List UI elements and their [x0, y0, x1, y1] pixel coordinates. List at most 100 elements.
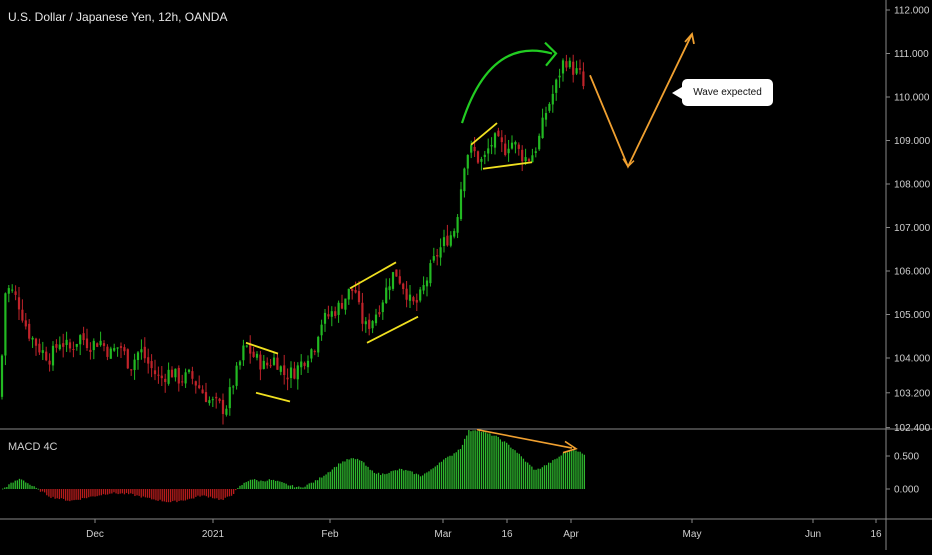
macd-bar — [390, 471, 392, 489]
candle-body — [106, 346, 109, 357]
candle-body — [334, 311, 337, 316]
candle-body — [306, 360, 310, 368]
macd-bar — [541, 467, 543, 489]
macd-bar — [436, 465, 438, 489]
candle-body — [381, 302, 384, 313]
macd-bar — [497, 436, 499, 489]
candle-body — [415, 299, 418, 303]
candle-body — [395, 269, 398, 277]
candle-body — [130, 369, 133, 371]
macd-bar — [392, 470, 394, 489]
green-curve-arrow — [460, 49, 553, 124]
macd-bar — [520, 456, 522, 489]
candle-body — [4, 293, 7, 356]
macd-bar — [18, 478, 21, 489]
macd-bar — [12, 482, 14, 489]
macd-bar — [50, 489, 52, 498]
chart-title: U.S. Dollar / Japanese Yen, 12h, OANDA — [8, 10, 228, 24]
macd-bar — [151, 489, 153, 500]
candle-body — [283, 365, 286, 376]
macd-bar — [193, 489, 195, 499]
macd-bar — [264, 481, 266, 489]
macd-bar — [466, 435, 468, 489]
time-tick-label: 2021 — [202, 529, 225, 540]
macd-bar — [205, 489, 207, 497]
candle-body — [459, 189, 463, 220]
candle-body — [153, 370, 157, 375]
macd-bar — [415, 473, 417, 489]
candle-body — [463, 168, 466, 192]
candle-body — [99, 340, 102, 346]
candle-body — [14, 291, 17, 295]
candle-body — [289, 367, 293, 379]
candle-body — [408, 294, 412, 301]
candle-body — [534, 151, 537, 153]
macd-bar — [230, 489, 233, 496]
macd-bar — [293, 487, 296, 489]
candle-body — [194, 381, 197, 386]
candle-body — [198, 385, 201, 389]
macd-bar — [401, 468, 403, 489]
macd-bar — [495, 435, 497, 489]
candle-body — [89, 349, 92, 353]
macd-bar — [132, 489, 134, 494]
time-tick-label: 16 — [870, 529, 882, 540]
candle-body — [174, 368, 177, 378]
macd-bar — [440, 461, 443, 489]
macd-bar — [461, 444, 464, 489]
macd-bar — [323, 475, 325, 489]
candle-body — [497, 130, 500, 137]
macd-bar — [100, 489, 102, 496]
macd-bar — [249, 479, 252, 489]
candle-body — [228, 387, 231, 409]
candle-body — [208, 400, 211, 404]
candle-body — [58, 344, 61, 350]
candle-body — [303, 362, 306, 366]
macd-bar — [195, 489, 197, 497]
pattern-line — [349, 261, 397, 290]
macd-bar — [174, 489, 176, 501]
candle-body — [96, 343, 99, 347]
macd-bar — [432, 468, 434, 489]
macd-bar — [468, 430, 470, 489]
macd-bar — [155, 489, 157, 501]
macd-bar — [289, 485, 291, 489]
candle-body — [72, 349, 75, 351]
macd-bar — [531, 466, 533, 489]
candle-body — [412, 297, 415, 302]
macd-bar — [65, 489, 67, 501]
macd-bar — [90, 489, 92, 497]
pattern-line — [255, 391, 291, 403]
macd-bar — [377, 472, 380, 489]
macd-bar — [178, 489, 180, 501]
macd-bar — [312, 482, 315, 489]
macd-bar — [478, 430, 480, 489]
macd-bar — [75, 489, 77, 500]
macd-bar — [405, 469, 407, 489]
macd-bar — [581, 453, 583, 489]
macd-bar — [212, 489, 214, 499]
macd-bar — [130, 489, 132, 494]
macd-bar — [533, 469, 535, 489]
macd-bar — [46, 489, 48, 496]
macd-bar — [501, 441, 504, 489]
macd-bar — [396, 470, 399, 489]
candle-body — [340, 302, 344, 309]
candle-body — [34, 338, 38, 346]
candle-body — [232, 386, 235, 388]
time-tick-label: Mar — [434, 529, 452, 540]
candle-body — [510, 142, 514, 149]
projection-arrowhead — [684, 31, 695, 45]
macd-bar — [67, 489, 69, 501]
candle-body — [245, 345, 248, 347]
candle-body — [493, 133, 497, 148]
candle-body — [62, 343, 65, 347]
macd-bar — [165, 489, 168, 503]
macd-bar — [113, 489, 115, 493]
macd-bar — [142, 489, 144, 497]
macd-bar — [8, 484, 10, 489]
macd-bar — [308, 483, 310, 489]
macd-bar — [573, 449, 575, 489]
macd-bar — [398, 468, 401, 489]
time-tick-label: Feb — [321, 529, 339, 540]
